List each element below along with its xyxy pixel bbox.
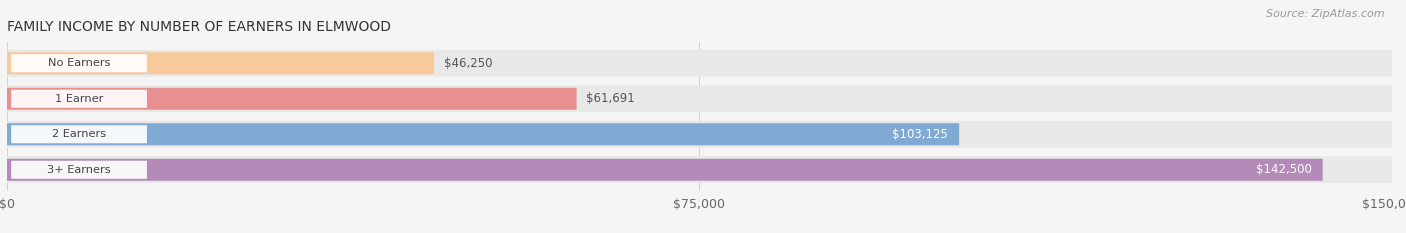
FancyBboxPatch shape [11,54,146,72]
FancyBboxPatch shape [7,121,1392,147]
Text: 2 Earners: 2 Earners [52,129,105,139]
Text: $46,250: $46,250 [444,57,492,70]
Text: $103,125: $103,125 [893,128,948,141]
FancyBboxPatch shape [11,125,146,143]
FancyBboxPatch shape [7,88,576,110]
FancyBboxPatch shape [7,159,1323,181]
FancyBboxPatch shape [7,50,1392,77]
FancyBboxPatch shape [7,52,434,74]
Text: 3+ Earners: 3+ Earners [48,165,111,175]
Text: No Earners: No Earners [48,58,110,68]
FancyBboxPatch shape [7,86,1392,112]
Text: FAMILY INCOME BY NUMBER OF EARNERS IN ELMWOOD: FAMILY INCOME BY NUMBER OF EARNERS IN EL… [7,20,391,34]
FancyBboxPatch shape [11,161,146,179]
FancyBboxPatch shape [11,90,146,108]
Text: $142,500: $142,500 [1256,163,1312,176]
FancyBboxPatch shape [7,123,959,145]
Text: 1 Earner: 1 Earner [55,94,103,104]
FancyBboxPatch shape [7,156,1392,183]
Text: Source: ZipAtlas.com: Source: ZipAtlas.com [1267,9,1385,19]
Text: $61,691: $61,691 [586,92,636,105]
